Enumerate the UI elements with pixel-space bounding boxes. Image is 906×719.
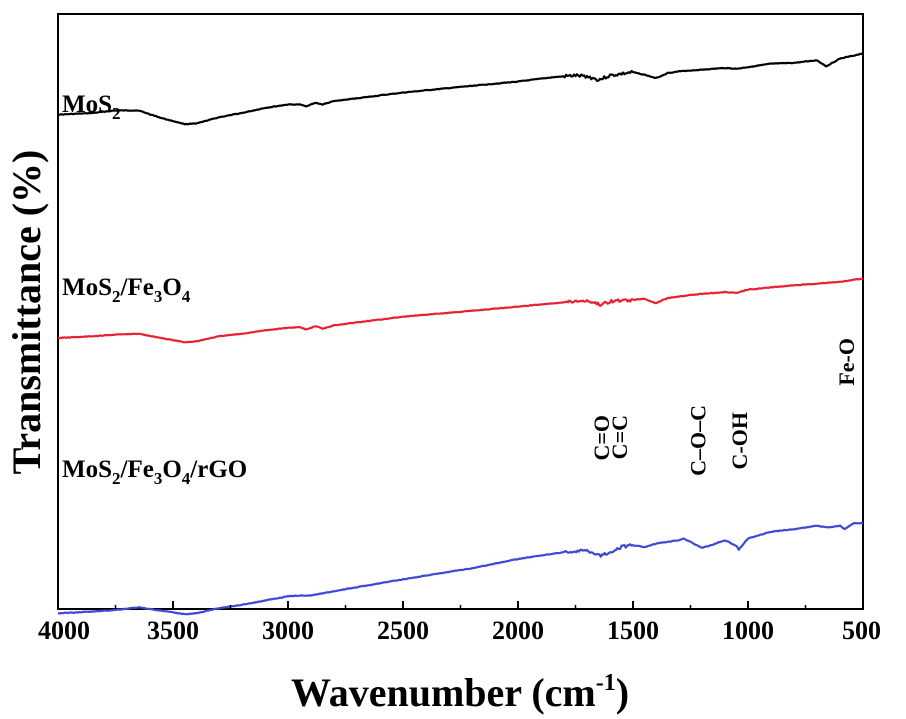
series-labels: MoS2 MoS2/Fe3O4 MoS2/Fe3O4/rGO (62, 91, 247, 488)
x-tick-label: 4000 (38, 616, 90, 645)
x-tick-label: 1000 (722, 616, 774, 645)
series-label-3: MoS2/Fe3O4/rGO (62, 456, 247, 488)
band-label: C=O (589, 415, 614, 461)
band-label: C=C (607, 415, 632, 459)
series-label-1: MoS2 (62, 91, 121, 123)
band-label: C-OH (727, 412, 752, 469)
x-axis-title: Wavenumber (cm-1) (291, 670, 629, 715)
band-label: C–O–C (685, 405, 710, 476)
band-labels: C=OC=C C–O–C C-OH Fe-O (589, 338, 859, 476)
y-axis-title: Transmittance (%) (4, 150, 49, 475)
band-label: Fe-O (834, 338, 859, 386)
x-tick-label: 3000 (262, 616, 314, 645)
x-tick-label: 2000 (492, 616, 544, 645)
x-tick-label: 3500 (147, 616, 199, 645)
x-tick-label: 500 (842, 616, 881, 645)
series-line-1 (58, 52, 864, 126)
series-label-2: MoS2/Fe3O4 (62, 274, 191, 306)
x-tick-label: 2500 (377, 616, 429, 645)
x-axis: 4000 3500 3000 2500 2000 1500 1000 500 (38, 601, 881, 645)
x-tick-label: 1500 (607, 616, 659, 645)
series-line-2 (57, 277, 864, 344)
series-line-3 (57, 521, 864, 616)
series-layer (57, 52, 864, 616)
